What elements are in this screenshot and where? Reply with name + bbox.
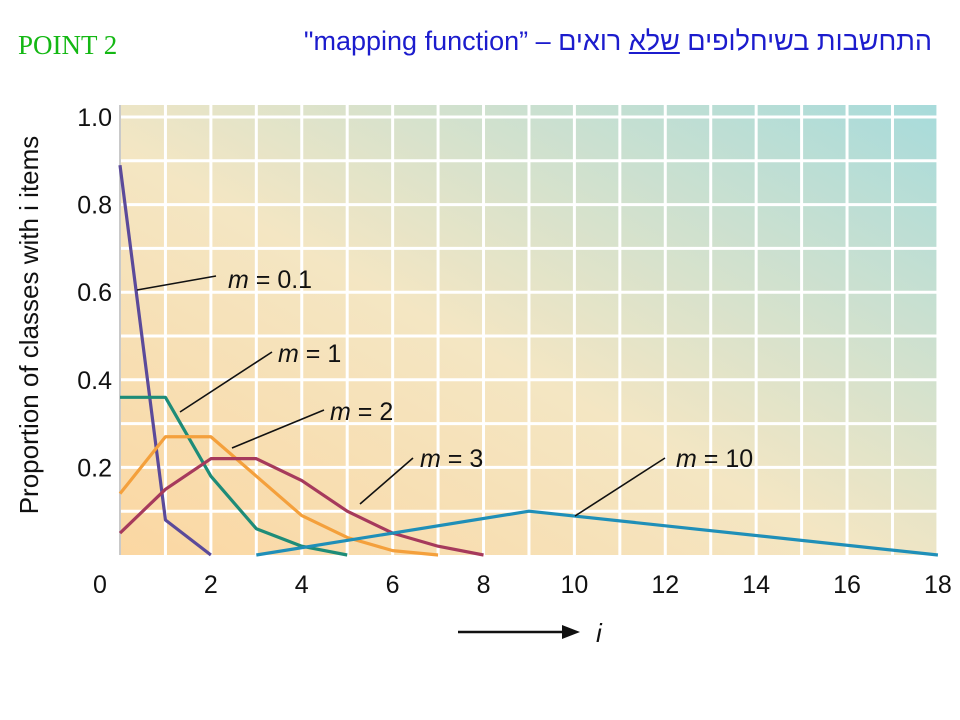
y-tick-label: 1.0 (77, 104, 112, 132)
annotation-leader-line (179, 351, 273, 413)
slide-title-part2: רואים – ”mapping function" (303, 26, 629, 56)
x-tick-label: 10 (560, 571, 588, 599)
x-axis-title: i (596, 618, 603, 648)
annotation-leader-line (136, 275, 217, 291)
y-axis-title: Proportion of classes with i items (14, 136, 44, 515)
grid (119, 105, 940, 555)
series-label: m = 3 (420, 445, 483, 473)
annotation-leader-line (574, 457, 666, 517)
series-annotations: m = 0.1 m = 1 m = 2 m = 3 m = 10 (136, 266, 753, 517)
x-tick-label: 8 (477, 571, 491, 599)
x-tick-label: 6 (386, 571, 400, 599)
y-tick-label: 0.2 (77, 454, 112, 482)
tick-labels: 0 2 4 6 8 10 12 14 16 18 0.2 0.4 0.6 0.8 1.0 (77, 104, 952, 599)
x-axis-arrowhead (562, 625, 580, 639)
slide-title-underlined: שלא (628, 26, 680, 56)
series-label: m = 1 (278, 340, 341, 368)
point-label: POINT 2 (18, 30, 118, 60)
x-tick-label: 16 (833, 571, 861, 599)
series-line (256, 509, 939, 557)
x-tick-label: 18 (924, 571, 952, 599)
series-line (118, 164, 212, 557)
series-label: m = 2 (330, 398, 393, 426)
x-tick-label: 14 (742, 571, 770, 599)
x-tick-label: 4 (295, 571, 309, 599)
annotation-leader-line (231, 409, 325, 449)
series-line (118, 457, 484, 557)
annotation-leader-line (359, 457, 414, 505)
slide-title-part1: התחשבות בשיחלופים (679, 26, 932, 56)
series-label: m = 0.1 (228, 266, 312, 294)
y-tick-label: 0.6 (77, 279, 112, 307)
y-tick-label: 0.4 (77, 367, 112, 395)
slide-title: התחשבות בשיחלופים שלא רואים – ”mapping f… (304, 26, 932, 57)
x-tick-label: 12 (651, 571, 679, 599)
x-tick-label: 0 (93, 571, 107, 599)
series-lines (118, 164, 939, 557)
series-label: m = 10 (676, 445, 753, 473)
x-tick-label: 2 (204, 571, 218, 599)
y-tick-label: 0.8 (77, 192, 112, 220)
series-line (118, 435, 439, 557)
